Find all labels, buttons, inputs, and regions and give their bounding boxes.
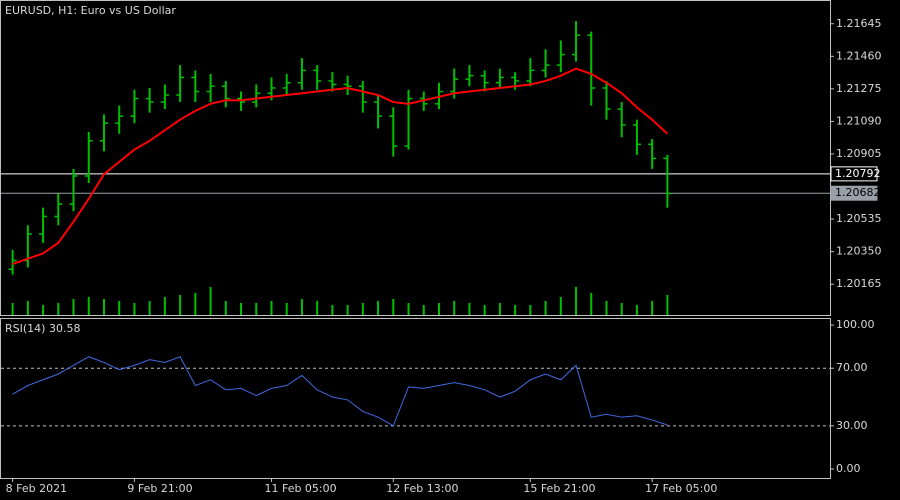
volume-bar [285, 303, 288, 315]
volume-bar [575, 287, 578, 315]
volume-bar [605, 301, 608, 315]
y-tick-label: 30.00 [836, 419, 868, 432]
volume-bar [422, 305, 425, 315]
y-tick-label: 1.20535 [836, 212, 882, 225]
volume-bar [26, 301, 29, 315]
y-tick-label: 1.20165 [836, 277, 882, 290]
volume-bar [300, 299, 303, 315]
rsi-line [12, 356, 668, 427]
volume-bar [270, 301, 273, 315]
chart-title: EURUSD, H1: Euro vs US Dollar [5, 4, 176, 17]
y-tick-label: 1.21275 [836, 82, 882, 95]
price-label-box [830, 185, 878, 201]
x-tick-label: 11 Feb 05:00 [264, 482, 336, 495]
volume-bar [57, 303, 60, 315]
y-tick-label: 1.21645 [836, 17, 882, 30]
volume-bar [666, 295, 669, 315]
price-label-box [830, 166, 878, 182]
y-tick-label: 0.00 [836, 462, 861, 475]
rsi-title: RSI(14) 30.58 [5, 322, 80, 335]
volume-bar [407, 303, 410, 315]
volume-bar [468, 303, 471, 315]
y-tick-label: 1.20905 [836, 147, 882, 160]
volume-bar [498, 303, 501, 315]
volume-bar [331, 305, 334, 315]
volume-bar [133, 303, 136, 315]
volume-bar [483, 305, 486, 315]
volume-bar [514, 305, 517, 315]
volume-bar [148, 301, 151, 315]
volume-bar [87, 297, 90, 315]
volume-bar [361, 303, 364, 315]
y-tick-label: 1.21090 [836, 114, 882, 127]
y-tick-label: 1.21460 [836, 49, 882, 62]
volume-bar [620, 303, 623, 315]
x-tick-label: 17 Feb 05:00 [645, 482, 717, 495]
volume-bar [102, 299, 105, 315]
volume-bar [651, 301, 654, 315]
volume-bar [11, 303, 14, 315]
volume-bar [240, 303, 243, 315]
price-label: 1.20792 [835, 167, 881, 180]
y-tick-label: 100.00 [836, 318, 875, 331]
volume-bar [194, 293, 197, 315]
volume-bar [224, 301, 227, 315]
volume-bar [529, 305, 532, 315]
volume-bar [544, 301, 547, 315]
volume-bar [163, 297, 166, 315]
x-tick-label: 9 Feb 21:00 [127, 482, 192, 495]
y-tick-label: 1.20350 [836, 245, 882, 258]
x-tick-label: 15 Feb 21:00 [523, 482, 595, 495]
volume-bar [590, 293, 593, 315]
moving-average [12, 67, 669, 265]
volume-bar [392, 299, 395, 315]
volume-bar [118, 301, 121, 315]
volume-bar [437, 303, 440, 315]
volume-bar [377, 301, 380, 315]
volume-bar [346, 305, 349, 315]
x-tick-label: 12 Feb 13:00 [386, 482, 458, 495]
volume-bar [255, 303, 258, 315]
volume-bar [453, 301, 456, 315]
volume-bar [559, 297, 562, 315]
volume-bar [179, 295, 182, 315]
x-tick-label: 8 Feb 2021 [6, 482, 67, 495]
y-tick-label: 70.00 [836, 361, 868, 374]
volume-bar [209, 287, 212, 315]
volume-bar [316, 301, 319, 315]
volume-bar [72, 299, 75, 315]
volume-bar [635, 305, 638, 315]
main-panel-frame [0, 0, 831, 316]
rsi-panel-frame [0, 318, 831, 479]
price-label: 1.20682 [835, 186, 881, 199]
volume-bar [42, 305, 45, 315]
